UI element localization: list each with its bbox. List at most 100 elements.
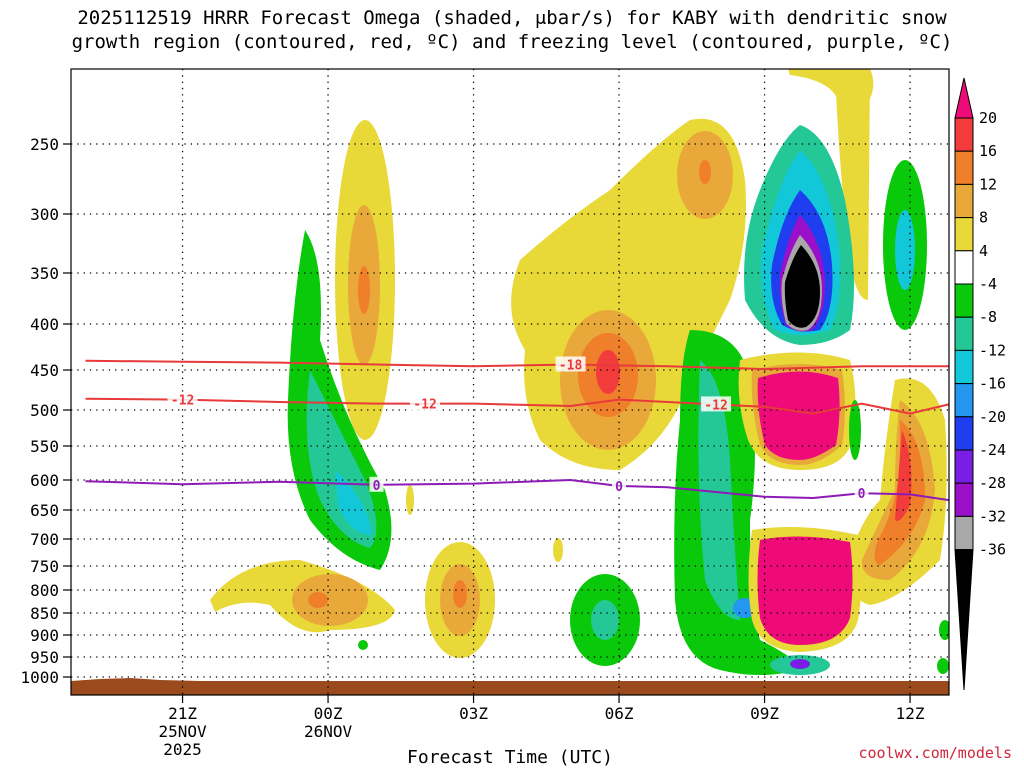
colorbar: 20 16 12 8 4 -4 -8 -12 -16 -20 -24 -28 -32 -36: [954, 77, 1006, 691]
contour-label-bg: [612, 478, 627, 493]
colorbar-label: -16: [979, 375, 1006, 393]
omega-region: [698, 360, 740, 620]
contour-label-bg: [167, 391, 198, 407]
colorbar-swatch: [954, 77, 974, 119]
omega-region: [553, 538, 563, 562]
colorbar-swatch: [954, 349, 974, 385]
x-tick-label: 21Z: [168, 704, 197, 723]
omega-region: [591, 600, 619, 640]
y-tick-label: 500: [30, 401, 59, 420]
y-tick-label: 350: [30, 264, 59, 283]
y-tick-label: 550: [30, 437, 59, 456]
contour-label-bg: [410, 395, 441, 411]
colorbar-label: 20: [979, 109, 997, 127]
y-tick-label: 600: [30, 471, 59, 490]
omega-region: [453, 580, 467, 608]
plot-frame: [70, 68, 950, 696]
x-tick-label: 03Z: [459, 704, 488, 723]
omega-region: [406, 485, 414, 515]
colorbar-label: -28: [979, 474, 1006, 492]
contour-label: 0: [615, 480, 623, 495]
omega-shading: [71, 69, 949, 695]
omega-region: [335, 470, 372, 535]
colorbar-swatch: [954, 283, 974, 318]
contour-label-bg: [701, 396, 732, 412]
y-tick-label: 650: [30, 501, 59, 520]
omega-region: [292, 574, 368, 626]
y-tick-label: 850: [30, 604, 59, 623]
x-tick-date: 25NOV: [158, 722, 207, 741]
omega-region: [849, 400, 861, 460]
colorbar-swatch: [954, 549, 974, 691]
colorbar-swatch: [954, 316, 974, 351]
omega-region: [895, 210, 915, 290]
colorbar-swatch: [954, 383, 974, 418]
contour-label: -12: [171, 394, 194, 409]
omega-region: [596, 350, 620, 394]
omega-region: [937, 658, 949, 674]
contour-label: -12: [704, 398, 727, 413]
x-axis-label: Forecast Time (UTC): [407, 747, 613, 768]
omega-region: [790, 659, 810, 669]
colorbar-swatch: [954, 117, 974, 152]
gridlines: [71, 69, 949, 695]
y-tick-label: 950: [30, 648, 59, 667]
omega-region: [308, 592, 328, 608]
colorbar-swatch: [954, 416, 974, 451]
omega-region: [757, 536, 853, 645]
colorbar-swatch: [954, 150, 974, 185]
colorbar-label: 8: [979, 209, 988, 227]
omega-region: [699, 160, 711, 184]
omega-region: [895, 430, 912, 521]
colorbar-label: -24: [979, 441, 1006, 459]
y-tick-label: 300: [30, 205, 59, 224]
credit-link[interactable]: coolwx.com/models: [858, 744, 1012, 762]
chart-title: 2025112519 HRRR Forecast Omega (shaded, …: [0, 6, 1024, 54]
colorbar-swatch: [954, 183, 974, 219]
colorbar-label: 4: [979, 242, 988, 260]
x-tick-label: 09Z: [750, 704, 779, 723]
contour-line: [85, 359, 949, 371]
title-line-1: 2025112519 HRRR Forecast Omega (shaded, …: [77, 7, 947, 29]
colorbar-label: -36: [979, 541, 1006, 559]
colorbar-label: 16: [979, 142, 997, 160]
y-tick-label: 1000: [20, 668, 59, 687]
x-tick-date: 26NOV: [304, 722, 353, 741]
colorbar-swatch: [954, 217, 974, 252]
contour-label: 0: [373, 479, 381, 494]
colorbar-label: -20: [979, 408, 1006, 426]
y-tick-label: 400: [30, 315, 59, 334]
colorbar-swatch: [954, 449, 974, 484]
colorbar-label: 12: [979, 175, 997, 193]
contour-label: -12: [413, 398, 436, 413]
contour-line: [85, 478, 949, 502]
contour-label-bg: [555, 356, 586, 372]
omega-region: [358, 266, 370, 314]
terrain: [71, 678, 949, 695]
contour-line: [85, 397, 949, 415]
y-tick-label: 900: [30, 626, 59, 645]
title-line-2: growth region (contoured, red, ºC) and f…: [71, 31, 953, 53]
omega-region: [358, 640, 368, 650]
colorbar-label: -8: [979, 308, 997, 326]
y-tick-label: 450: [30, 361, 59, 380]
y-tick-label: 750: [30, 557, 59, 576]
colorbar-label: -4: [979, 275, 997, 293]
colorbar-swatch: [954, 482, 974, 517]
contour-label: -18: [559, 358, 583, 373]
omega-region: [757, 371, 840, 460]
x-tick-label: 06Z: [605, 704, 634, 723]
contour-label: 0: [858, 487, 866, 502]
x-tick-label: 12Z: [896, 704, 925, 723]
contour-label-bg: [854, 485, 869, 501]
y-tick-label: 250: [30, 135, 59, 154]
colorbar-label: -32: [979, 507, 1006, 525]
omega-region: [835, 69, 870, 300]
colorbar-swatch: [954, 515, 974, 551]
contour-label-bg: [369, 476, 384, 492]
y-tick-label: 700: [30, 530, 59, 549]
x-tick-label: 00Z: [314, 704, 343, 723]
omega-region: [784, 245, 820, 328]
